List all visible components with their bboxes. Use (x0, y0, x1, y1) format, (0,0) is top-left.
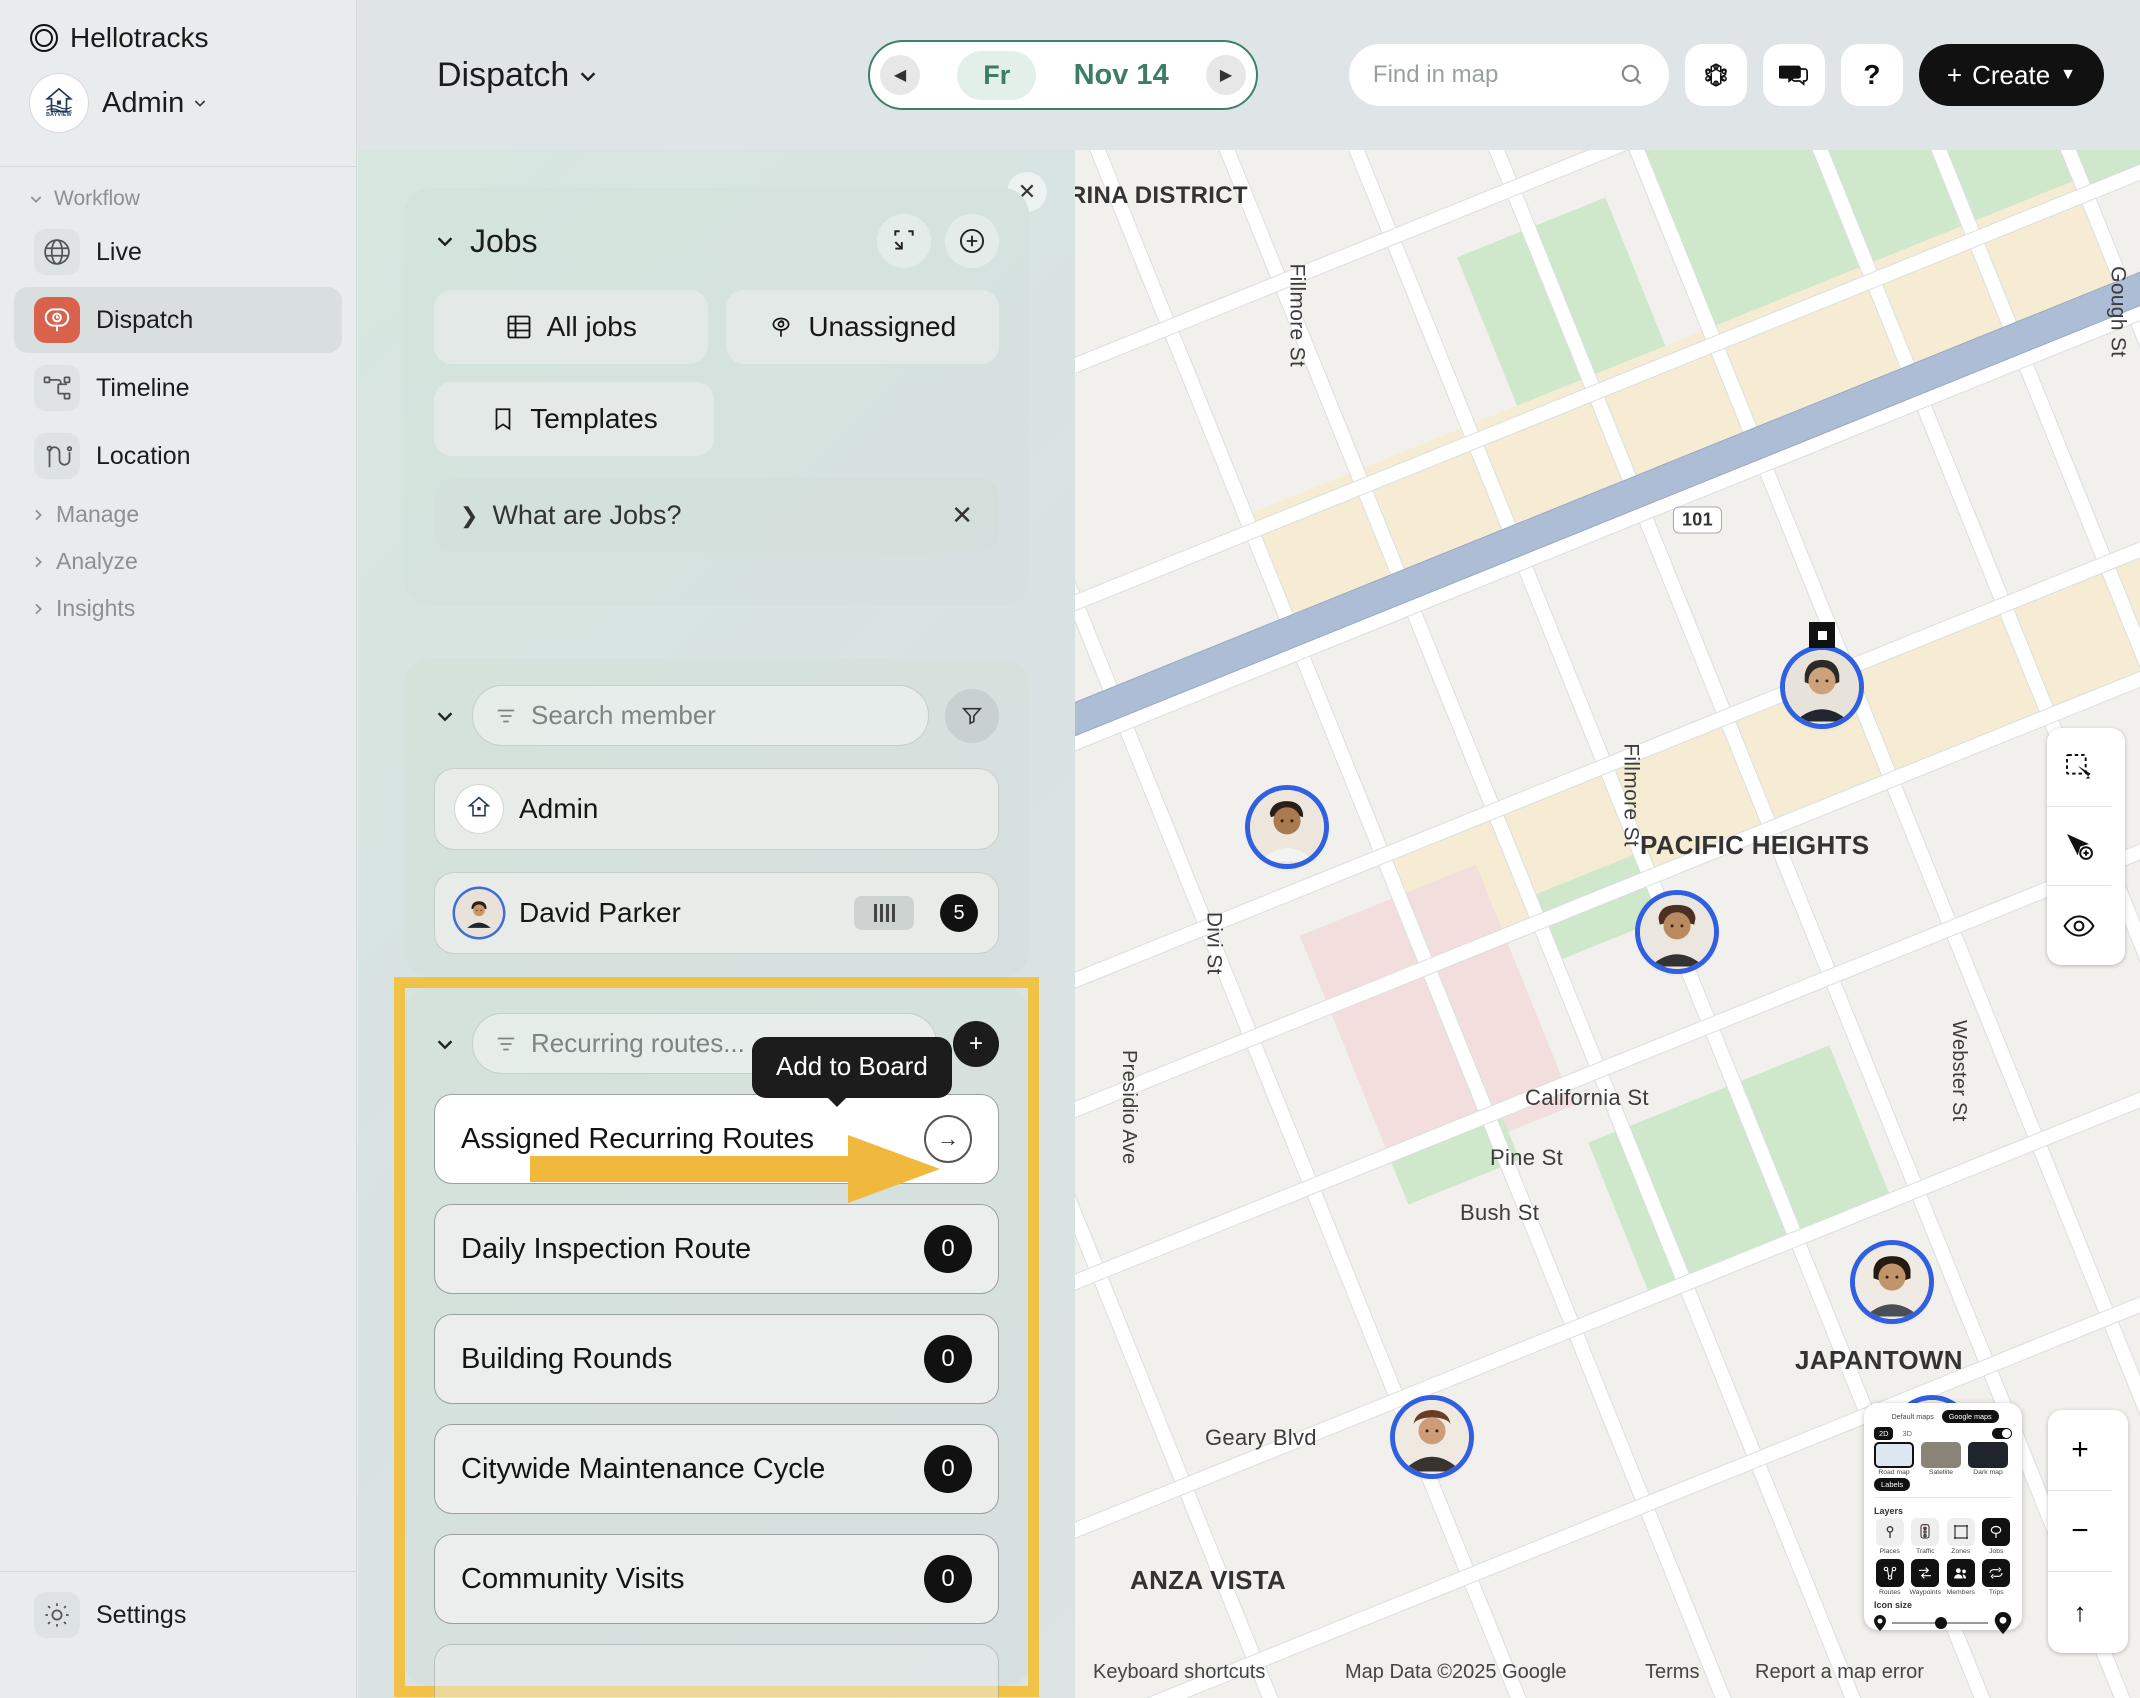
svg-text:BAYVIEW: BAYVIEW (46, 112, 72, 118)
